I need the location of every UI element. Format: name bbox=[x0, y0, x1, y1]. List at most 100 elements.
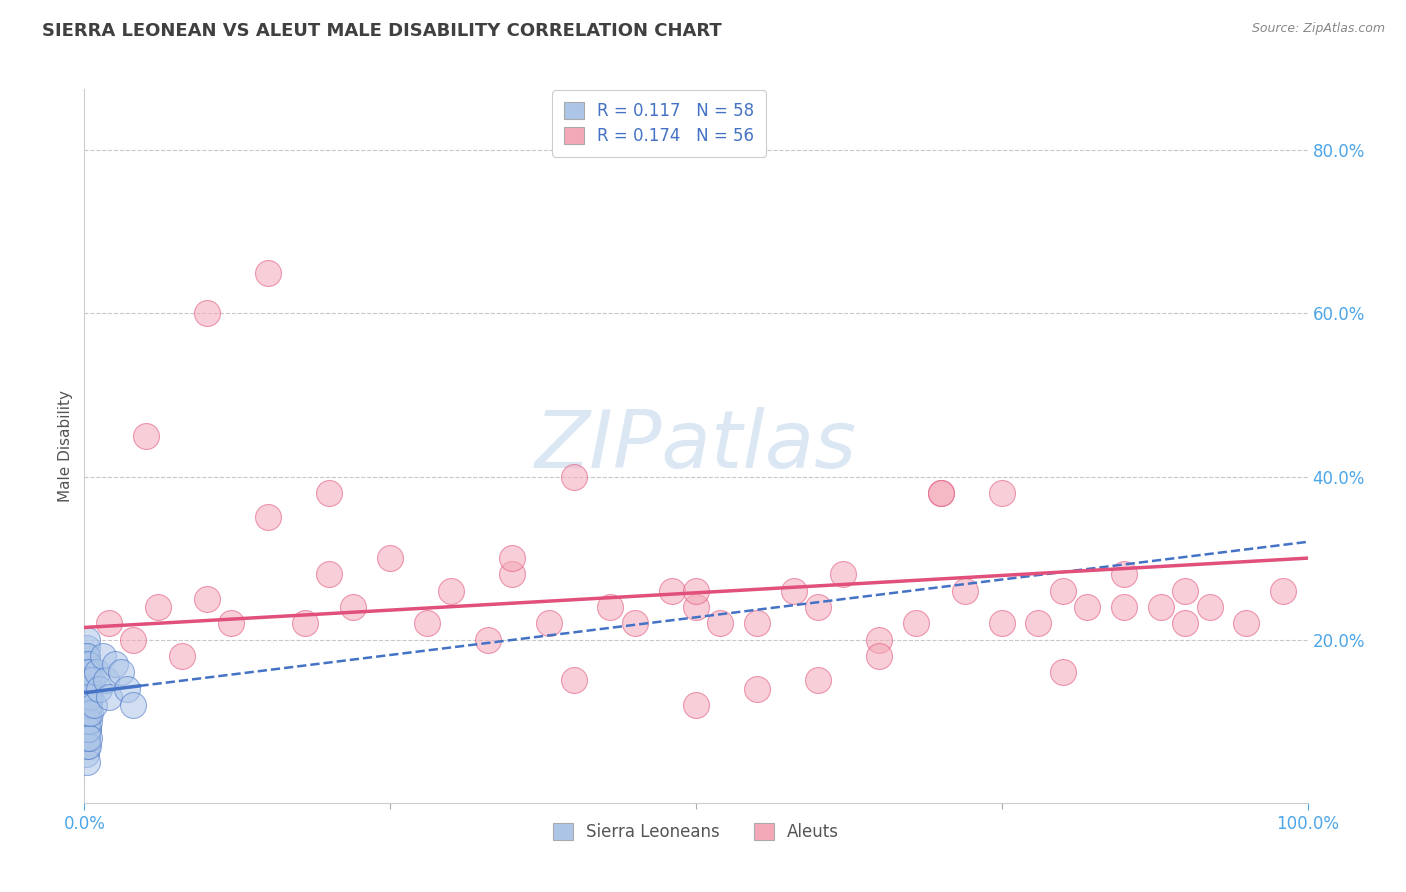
Point bbox=[76, 665, 98, 680]
Point bbox=[257, 510, 280, 524]
Point bbox=[905, 616, 928, 631]
Point bbox=[1198, 600, 1220, 615]
Point bbox=[869, 632, 891, 647]
Point bbox=[953, 583, 976, 598]
Point bbox=[76, 665, 98, 680]
Point bbox=[96, 673, 118, 688]
Point bbox=[75, 690, 97, 704]
Point bbox=[538, 616, 561, 631]
Point bbox=[709, 616, 731, 631]
Point bbox=[195, 591, 218, 606]
Point bbox=[77, 690, 100, 704]
Point bbox=[1114, 567, 1136, 582]
Point bbox=[172, 648, 194, 663]
Point bbox=[76, 706, 98, 720]
Point bbox=[562, 469, 585, 483]
Point bbox=[1052, 583, 1074, 598]
Point bbox=[79, 706, 101, 720]
Point bbox=[77, 673, 100, 688]
Point bbox=[80, 673, 103, 688]
Point bbox=[77, 706, 100, 720]
Point bbox=[75, 665, 97, 680]
Point bbox=[76, 739, 98, 753]
Point bbox=[1174, 583, 1197, 598]
Point bbox=[122, 632, 145, 647]
Point bbox=[76, 681, 98, 696]
Point bbox=[869, 648, 891, 663]
Point bbox=[77, 690, 100, 704]
Point bbox=[77, 739, 100, 753]
Point bbox=[661, 583, 683, 598]
Point bbox=[1272, 583, 1295, 598]
Point bbox=[624, 616, 647, 631]
Point bbox=[929, 486, 952, 500]
Text: Source: ZipAtlas.com: Source: ZipAtlas.com bbox=[1251, 22, 1385, 36]
Point bbox=[783, 583, 806, 598]
Point bbox=[807, 673, 830, 688]
Point bbox=[76, 714, 98, 729]
Point bbox=[77, 698, 100, 712]
Point bbox=[1174, 616, 1197, 631]
Point bbox=[104, 657, 127, 672]
Point bbox=[75, 706, 97, 720]
Point bbox=[477, 632, 499, 647]
Point bbox=[318, 486, 340, 500]
Point bbox=[77, 665, 100, 680]
Point bbox=[146, 600, 169, 615]
Point bbox=[685, 698, 707, 712]
Point bbox=[1076, 600, 1098, 615]
Point bbox=[76, 731, 98, 745]
Point bbox=[1114, 600, 1136, 615]
Point bbox=[77, 681, 100, 696]
Point bbox=[77, 673, 100, 688]
Point bbox=[76, 673, 98, 688]
Point bbox=[75, 698, 97, 712]
Point bbox=[77, 723, 100, 737]
Point bbox=[135, 429, 157, 443]
Point bbox=[831, 567, 853, 582]
Point bbox=[77, 723, 100, 737]
Point bbox=[83, 698, 105, 712]
Text: SIERRA LEONEAN VS ALEUT MALE DISABILITY CORRELATION CHART: SIERRA LEONEAN VS ALEUT MALE DISABILITY … bbox=[42, 22, 721, 40]
Point bbox=[110, 665, 132, 680]
Point bbox=[991, 616, 1014, 631]
Point bbox=[562, 673, 585, 688]
Point bbox=[502, 551, 524, 566]
Point bbox=[86, 665, 108, 680]
Point bbox=[77, 714, 100, 729]
Point bbox=[77, 657, 100, 672]
Point bbox=[75, 723, 97, 737]
Point bbox=[77, 706, 100, 720]
Point bbox=[1028, 616, 1050, 631]
Point bbox=[440, 583, 463, 598]
Point bbox=[195, 306, 218, 320]
Point bbox=[76, 657, 98, 672]
Point bbox=[257, 266, 280, 280]
Point bbox=[115, 681, 138, 696]
Point bbox=[76, 698, 98, 712]
Y-axis label: Male Disability: Male Disability bbox=[58, 390, 73, 502]
Point bbox=[1150, 600, 1173, 615]
Point bbox=[76, 714, 98, 729]
Point bbox=[416, 616, 439, 631]
Point bbox=[75, 714, 97, 729]
Point bbox=[929, 486, 952, 500]
Point bbox=[747, 616, 769, 631]
Point bbox=[685, 583, 707, 598]
Point bbox=[75, 747, 97, 761]
Point bbox=[76, 755, 98, 769]
Point bbox=[342, 600, 364, 615]
Point bbox=[76, 681, 98, 696]
Point bbox=[76, 690, 98, 704]
Point bbox=[91, 648, 114, 663]
Point bbox=[75, 648, 97, 663]
Point bbox=[380, 551, 402, 566]
Point bbox=[97, 690, 120, 704]
Point bbox=[502, 567, 524, 582]
Point bbox=[97, 616, 120, 631]
Point bbox=[79, 690, 101, 704]
Point bbox=[294, 616, 316, 631]
Point bbox=[747, 681, 769, 696]
Point bbox=[991, 486, 1014, 500]
Point bbox=[685, 600, 707, 615]
